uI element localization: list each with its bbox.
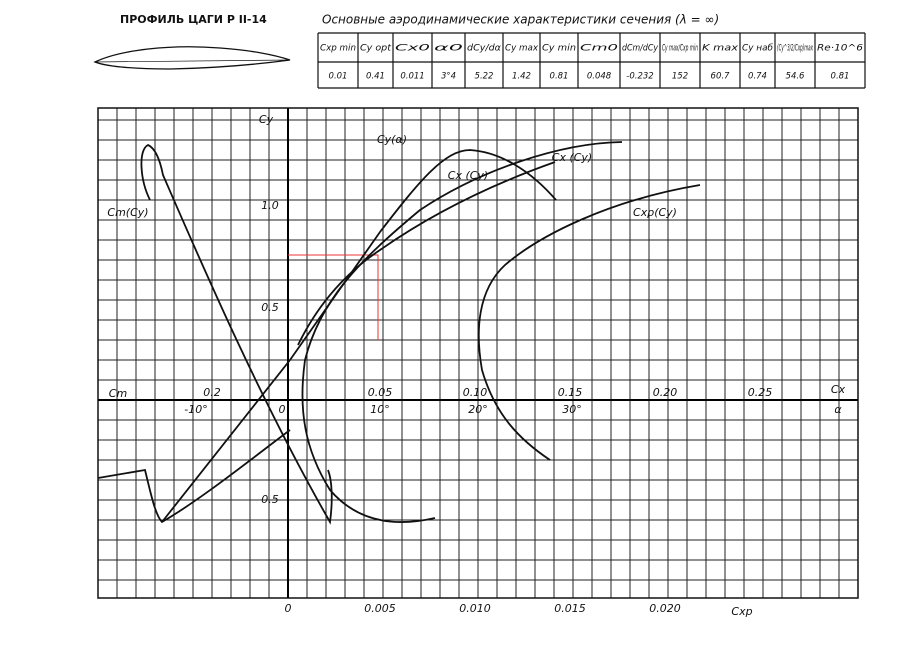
- subtitle: Основные аэродинамические характеристики…: [322, 13, 719, 27]
- labels: Cy 1.0 0.5 0.5 Cm 0.2 -10° 0 0.05 0.10 0.15 0.20 0.2…: [107, 113, 845, 618]
- table: Cxp min 0.01 Cy opt 0.41 Cx0 0.011 α0 3°4 dCy/dα…: [317, 32, 866, 89]
- label: Cy(α): [377, 133, 407, 146]
- label: Cxp: [731, 605, 752, 618]
- label: 0.5: [261, 301, 279, 314]
- column-header: Re·10^6: [817, 44, 864, 54]
- label: Cm(Cy): [107, 206, 148, 219]
- label: 0.010: [459, 602, 491, 615]
- label: 20°: [468, 403, 488, 416]
- column-header: Cy наб: [742, 44, 773, 54]
- label: 30°: [562, 403, 582, 416]
- label: 0.005: [364, 602, 396, 615]
- column-header: Cx0: [395, 44, 430, 54]
- label: 0.10: [463, 386, 488, 399]
- table-cell: 0.74: [748, 72, 767, 82]
- cx-cy-curve-1: [301, 141, 623, 523]
- label: Cy: [259, 113, 274, 126]
- cxp-cy-curve: [477, 184, 701, 461]
- airfoil: [93, 46, 291, 70]
- label: α: [834, 403, 842, 416]
- table-cell: 60.7: [711, 72, 731, 82]
- label: -10°: [184, 403, 207, 416]
- column-header: Cxp min: [320, 44, 356, 54]
- title: ПРОФИЛЬ ЦАГИ Р II-14: [120, 13, 267, 26]
- table-cell: 1.42: [512, 72, 531, 82]
- label: 0.2: [203, 386, 221, 399]
- table-cell: -0.232: [626, 72, 653, 82]
- column-header: α0: [434, 44, 463, 54]
- cm-cy-curve: [140, 144, 333, 525]
- table-cell: 0.81: [550, 72, 569, 82]
- label: 0.015: [554, 602, 586, 615]
- table-cell: 0.41: [366, 72, 385, 82]
- label: Cxp(Cy): [633, 206, 677, 219]
- table-cell: 5.22: [475, 72, 494, 82]
- label: Cx (Cy): [448, 169, 488, 182]
- column-header: Cy max/Cxp min: [662, 44, 698, 54]
- table-cell: 0.01: [329, 72, 348, 82]
- label: 0.25: [748, 386, 773, 399]
- plot-frame: [97, 107, 859, 599]
- label: Cx: [831, 383, 846, 396]
- table-cell: 54.6: [786, 72, 806, 82]
- label: Cx (Cy): [552, 151, 592, 164]
- label: Cm: [109, 387, 127, 400]
- column-header: K max: [702, 44, 739, 54]
- cx-cy-curve-2: [297, 161, 556, 346]
- grid: [97, 107, 859, 599]
- construction-line: [288, 254, 379, 340]
- label: 10°: [370, 403, 390, 416]
- label: 0.20: [653, 386, 678, 399]
- label: 0: [279, 403, 286, 416]
- column-header: (Cy^3/2/Cxp)max: [777, 44, 813, 54]
- label: 0.05: [368, 386, 393, 399]
- cm-lower-curve: [97, 429, 291, 524]
- table-cell: 0.011: [400, 72, 424, 82]
- column-header: Cy max: [505, 44, 539, 54]
- label: 0.15: [558, 386, 583, 399]
- cy-alpha-curve: [161, 149, 557, 523]
- column-header: Cy opt: [360, 44, 392, 54]
- label: 0: [285, 602, 292, 615]
- label: 0.020: [649, 602, 681, 615]
- column-header: dCy/dα: [467, 44, 501, 54]
- column-header: Cm0: [580, 44, 618, 54]
- table-cell: 3°4: [441, 72, 456, 82]
- table-cell: 0.048: [587, 72, 612, 82]
- table-cell: 0.81: [831, 72, 850, 82]
- label: 0.5: [261, 493, 279, 506]
- chord: [94, 59, 291, 63]
- column-header: dCm/dCy: [622, 44, 659, 54]
- label: 1.0: [261, 199, 279, 212]
- table-cell: 152: [672, 72, 688, 82]
- column-header: Cy min: [542, 44, 576, 54]
